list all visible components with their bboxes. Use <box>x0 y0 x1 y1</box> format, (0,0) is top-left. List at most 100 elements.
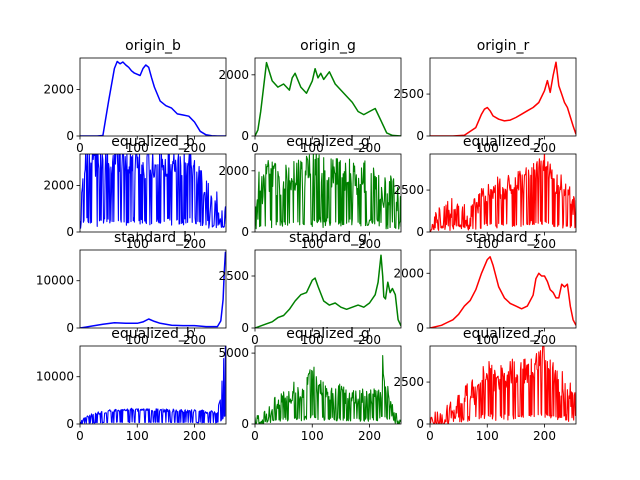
y-tick-label: 0 <box>416 129 424 143</box>
subplot-title: equalized_r <box>463 134 544 150</box>
x-tick-label: 200 <box>358 429 381 443</box>
subplot-title: standard_r <box>466 230 541 246</box>
y-tick-label: 0 <box>66 225 74 239</box>
series-line <box>80 60 226 136</box>
series-line <box>80 251 226 328</box>
x-tick-label: 100 <box>126 429 149 443</box>
series-line <box>430 61 576 136</box>
series-line <box>80 346 226 424</box>
subplot-title: equalized_r <box>463 326 544 342</box>
x-tick-label: 100 <box>301 237 324 251</box>
x-tick-label: 100 <box>301 141 324 155</box>
x-tick-label: 200 <box>358 141 381 155</box>
x-tick-label: 0 <box>76 141 84 155</box>
series-line <box>430 154 576 232</box>
series-line <box>80 154 226 229</box>
x-tick-label: 100 <box>126 237 149 251</box>
x-tick-label: 0 <box>426 429 434 443</box>
subplot-title: origin_b <box>125 38 181 54</box>
y-tick-label: 0 <box>241 417 249 431</box>
y-tick-label: 2500 <box>393 87 424 101</box>
x-tick-label: 100 <box>476 333 499 347</box>
subplot-standard-g: 0 100 200 0 2500 standard_g <box>218 230 402 347</box>
series-line <box>255 61 401 136</box>
x-tick-label: 200 <box>533 333 556 347</box>
y-tick-label: 0 <box>241 129 249 143</box>
series-line <box>430 346 576 424</box>
y-tick-label: 2000 <box>218 68 249 82</box>
subplot-equalized-b: 0 100 200 0 10000 equalized_b <box>36 326 227 443</box>
x-tick-label: 100 <box>476 237 499 251</box>
y-tick-label: 0 <box>66 417 74 431</box>
subplot-title: equalized_b <box>111 326 195 342</box>
subplot-title: equalized_g <box>286 134 369 150</box>
axes-frame <box>429 153 577 233</box>
x-tick-label: 100 <box>476 429 499 443</box>
axes-frame <box>254 57 402 137</box>
axes-frame <box>79 345 227 425</box>
y-tick-label: 2000 <box>43 82 74 96</box>
subplot-equalized-r: 100 200 0 2500 equalized_r <box>393 134 577 251</box>
axes-frame <box>429 249 577 329</box>
y-tick-label: 2500 <box>393 183 424 197</box>
y-tick-label: 0 <box>416 321 424 335</box>
axes-frame <box>79 249 227 329</box>
axes-frame <box>429 345 577 425</box>
x-tick-label: 200 <box>183 141 206 155</box>
x-tick-label: 100 <box>476 141 499 155</box>
y-tick-label: 2000 <box>393 266 424 280</box>
x-tick-label: 200 <box>183 333 206 347</box>
y-tick-label: 10000 <box>36 274 74 288</box>
subplot-title: origin_r <box>477 38 530 54</box>
axes-frame <box>429 57 577 137</box>
subplot-title: standard_g <box>289 230 367 246</box>
series-line <box>255 254 401 328</box>
y-tick-label: 0 <box>241 321 249 335</box>
y-tick-label: 0 <box>416 417 424 431</box>
axes-frame <box>79 153 227 233</box>
y-tick-label: 2000 <box>218 164 249 178</box>
subplot-equalized-r: 0 100 200 0 2500 equalized_r <box>393 326 577 443</box>
x-tick-label: 0 <box>251 333 259 347</box>
y-tick-label: 5000 <box>218 346 249 360</box>
y-tick-label: 0 <box>66 129 74 143</box>
x-tick-label: 200 <box>183 429 206 443</box>
x-tick-label: 0 <box>76 429 84 443</box>
subplot-standard-b: 100 200 0 10000 standard_b <box>36 230 227 347</box>
y-tick-label: 0 <box>416 225 424 239</box>
series-line <box>255 154 401 230</box>
y-tick-label: 0 <box>241 225 249 239</box>
y-tick-label: 10000 <box>36 370 74 384</box>
x-tick-label: 200 <box>533 237 556 251</box>
subplot-title: equalized_b <box>111 134 195 150</box>
axes-frame <box>254 249 402 329</box>
subplot-title: origin_g <box>300 38 356 54</box>
axes-frame <box>254 345 402 425</box>
x-tick-label: 100 <box>126 333 149 347</box>
x-tick-label: 100 <box>301 333 324 347</box>
y-tick-label: 2500 <box>393 375 424 389</box>
x-tick-label: 0 <box>251 141 259 155</box>
x-tick-label: 100 <box>126 141 149 155</box>
subplot-title: standard_b <box>114 230 192 246</box>
series-line <box>255 355 401 424</box>
series-line <box>430 256 576 328</box>
y-tick-label: 2500 <box>218 269 249 283</box>
axes-frame <box>254 153 402 233</box>
x-tick-label: 100 <box>301 429 324 443</box>
x-tick-label: 200 <box>533 429 556 443</box>
y-tick-label: 2000 <box>43 178 74 192</box>
x-tick-label: 200 <box>183 237 206 251</box>
subplot-origin-r: 100 200 0 2500 origin_r <box>393 38 577 155</box>
subplot-title: equalized_g <box>286 326 369 342</box>
x-tick-label: 200 <box>533 141 556 155</box>
y-tick-label: 0 <box>66 321 74 335</box>
